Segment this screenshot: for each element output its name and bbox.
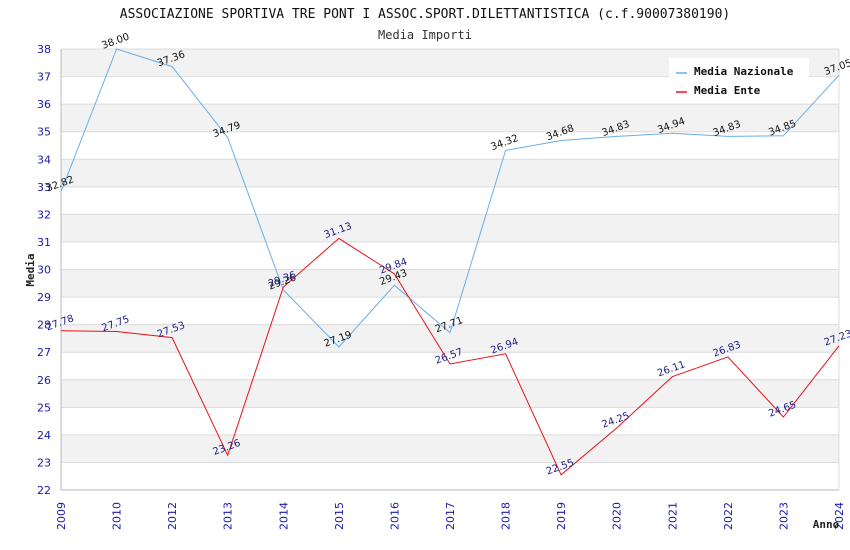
x-axis-ticks: 2009 2010 2012 2013 2014 2015 2016 2017 2018 2019… [55, 502, 846, 530]
data-label-media-ente: 24.25 [601, 411, 632, 431]
y-tick-label: 27 [37, 346, 51, 359]
legend: Media Nazionale Media Ente [669, 58, 809, 102]
y-axis-label: Media [24, 253, 37, 286]
chart-subtitle: Media Importi [378, 28, 472, 42]
x-tick-label: 2017 [444, 502, 457, 530]
gridlines [60, 48, 840, 491]
legend-box [669, 58, 809, 102]
chart-title: ASSOCIAZIONE SPORTIVA TRE PONT I ASSOC.S… [120, 7, 730, 22]
y-tick-label: 38 [37, 43, 51, 56]
grid-bands [61, 49, 839, 463]
legend-label-media-nazionale: Media Nazionale [694, 65, 794, 78]
y-tick-label: 30 [37, 264, 51, 277]
x-tick-label: 2024 [833, 502, 846, 530]
series-line-media-nazionale [60, 48, 840, 348]
y-tick-label: 34 [37, 153, 51, 166]
x-tick-label: 2016 [388, 502, 401, 530]
data-label-media-ente: 26.11 [656, 359, 687, 379]
x-tick-label: 2010 [111, 502, 124, 530]
grid-band [61, 104, 839, 132]
x-tick-label: 2019 [555, 502, 568, 530]
grid-band [61, 434, 839, 463]
series-line-media-ente [60, 237, 840, 476]
y-tick-label: 28 [37, 319, 51, 332]
y-tick-label: 24 [37, 429, 51, 442]
x-tick-label: 2013 [222, 502, 235, 530]
grid-band [61, 159, 839, 187]
y-tick-label: 22 [37, 484, 51, 497]
y-tick-label: 36 [37, 98, 51, 111]
y-tick-label: 26 [37, 374, 51, 387]
y-tick-label: 32 [37, 208, 51, 221]
y-tick-label: 37 [37, 71, 51, 84]
y-axis-ticks: 22 23 24 25 26 27 28 29 30 31 32 33 34 35 36 37 38 [37, 43, 51, 497]
series-lines [60, 48, 840, 476]
y-tick-label: 29 [37, 291, 51, 304]
legend-label-media-ente: Media Ente [694, 84, 761, 97]
y-tick-label: 31 [37, 236, 51, 249]
x-tick-label: 2015 [333, 502, 346, 530]
x-tick-label: 2020 [611, 502, 624, 530]
x-tick-label: 2023 [777, 502, 790, 530]
x-tick-label: 2009 [55, 502, 68, 530]
grid-band [61, 214, 839, 242]
x-tick-label: 2022 [722, 502, 735, 530]
y-tick-label: 33 [37, 181, 51, 194]
y-tick-label: 23 [37, 456, 51, 469]
data-label-media-nazionale: 32.82 [45, 174, 76, 194]
x-tick-label: 2014 [277, 502, 290, 530]
y-tick-label: 25 [37, 401, 51, 414]
x-tick-label: 2012 [166, 502, 179, 530]
data-label-media-nazionale: 34.32 [489, 133, 520, 153]
x-tick-label: 2018 [500, 502, 513, 530]
x-tick-label: 2021 [666, 502, 679, 530]
grid-band [61, 324, 839, 353]
grid-band [61, 269, 839, 298]
y-tick-label: 35 [37, 126, 51, 139]
x-axis-label: Anno [813, 518, 840, 531]
grid-band [61, 379, 839, 408]
